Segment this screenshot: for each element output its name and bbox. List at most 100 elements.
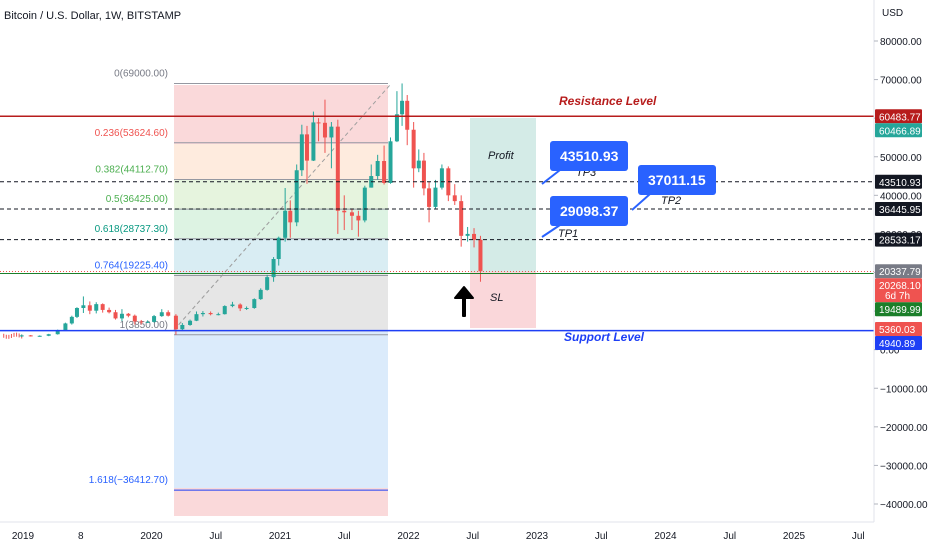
candle-body: [400, 100, 405, 115]
candle-body: [180, 324, 185, 330]
candle-body: [472, 233, 477, 240]
candle-body: [107, 309, 112, 313]
candle-body: [81, 305, 86, 308]
price-label-text: 20268.10: [879, 281, 921, 292]
price-label-text: 60483.77: [879, 112, 921, 123]
tp2-tag[interactable]: 37011.15: [638, 165, 716, 195]
fib-level-label: 1.618(−36412.70): [89, 475, 168, 486]
candle-body: [299, 134, 304, 171]
candle-body: [238, 304, 243, 309]
fib-zone-0764-1: [174, 274, 388, 332]
candle-body: [55, 329, 60, 335]
candle-body: [388, 141, 393, 183]
x-tick-label: Jul: [338, 531, 351, 542]
candle-body: [244, 307, 249, 309]
candle-body: [19, 335, 24, 337]
tp1-tag[interactable]: 29098.37: [550, 196, 629, 226]
time-axis[interactable]: 2019 8 2020 Jul 2021 Jul 2022 Jul 2023 Jul 2024 Jul…: [12, 531, 865, 542]
candle-body: [69, 316, 74, 324]
candle-body: [329, 126, 334, 138]
candle-body: [394, 114, 399, 142]
price-label-box: [875, 264, 922, 279]
price-label-text: 19489.99: [879, 305, 921, 316]
candle-body: [411, 129, 416, 169]
x-tick-label: Jul: [466, 531, 479, 542]
x-tick-label: Jul: [209, 531, 222, 542]
x-tick-label: 2025: [783, 531, 806, 542]
x-tick-label: Jul: [852, 531, 865, 542]
candle-body: [258, 289, 263, 300]
candle-body: [316, 122, 321, 124]
candle-body: [349, 212, 354, 216]
candle-body: [276, 237, 281, 259]
candle-body: [433, 187, 438, 207]
price-label-box: [875, 202, 922, 217]
fib-level-label: 0.764(19225.40): [95, 260, 168, 271]
price-label-box: [875, 302, 922, 317]
fib-zone-0236-0382: [174, 144, 388, 180]
y-tick-label: 50000.00: [880, 153, 922, 164]
symbol-title: Bitcoin / U.S. Dollar, 1W, BITSTAMP: [4, 10, 182, 22]
x-tick-label: Jul: [595, 531, 608, 542]
candle-body: [416, 160, 421, 169]
x-tick-label: Jul: [723, 531, 736, 542]
price-label-countdown: 6d 7h: [885, 291, 910, 302]
candle-body: [322, 122, 327, 138]
fibonacci-zones: [174, 85, 388, 516]
fib-level-label: 0.5(36425.00): [106, 194, 168, 205]
candle-body: [252, 299, 257, 308]
fib-level-label: 0.236(53624.60): [95, 128, 168, 139]
candle-body: [100, 304, 105, 310]
sl-label: SL: [490, 292, 504, 304]
price-label-text: 28533.17: [879, 236, 921, 247]
fib-zone-below: [174, 488, 388, 516]
candle-body: [342, 210, 347, 213]
candle-body: [283, 210, 288, 238]
y-tick-label: 80000.00: [880, 37, 922, 48]
price-label-box: [875, 109, 922, 124]
candle-body: [335, 126, 340, 211]
candle-body: [304, 134, 309, 161]
fib-zone-0618-0764: [174, 239, 388, 274]
resistance-label: Resistance Level: [559, 94, 657, 108]
y-tick-label: 70000.00: [880, 76, 922, 87]
candle-body: [37, 335, 42, 337]
candle-body: [288, 210, 293, 223]
candle-body: [311, 122, 316, 161]
candlestick-series: [3, 83, 483, 339]
stop-loss-zone: [470, 272, 536, 328]
candle-body: [421, 160, 426, 189]
candle-body: [188, 320, 193, 325]
tp2-label: TP2: [661, 195, 682, 207]
candle-body: [94, 304, 99, 311]
horizontal-lines: [0, 115, 874, 332]
candle-body: [63, 323, 68, 330]
up-arrow-icon: [454, 286, 474, 317]
candle-body: [222, 306, 227, 315]
candle-body: [230, 304, 235, 307]
price-label-box: [875, 174, 922, 189]
y-tick-label: −40000.00: [880, 500, 928, 511]
price-label-text: 5360.03: [879, 325, 916, 336]
candle-body: [87, 305, 92, 311]
x-tick-label: 8: [78, 531, 84, 542]
x-tick-label: 2019: [12, 531, 35, 542]
candle-body: [294, 170, 299, 223]
price-label-text: 20337.79: [879, 267, 921, 278]
candle-body: [465, 233, 470, 236]
fibonacci-lines: 0(69000.00) 0.236(53624.60) 0.382(44112.70…: [89, 68, 388, 491]
y-tick-label: 0.00: [880, 346, 900, 357]
candle-body: [427, 188, 432, 207]
price-label-box: [875, 232, 922, 247]
candle-body: [362, 187, 367, 221]
currency-label: USD: [882, 8, 903, 19]
tp3-tag[interactable]: 43510.93: [550, 141, 629, 171]
y-tick-label: −20000.00: [880, 423, 928, 434]
x-tick-label: 2020: [140, 531, 163, 542]
price-label-text: 60466.89: [879, 126, 921, 137]
candle-body: [145, 321, 150, 323]
candle-body: [113, 312, 118, 319]
candle-body: [382, 160, 387, 183]
